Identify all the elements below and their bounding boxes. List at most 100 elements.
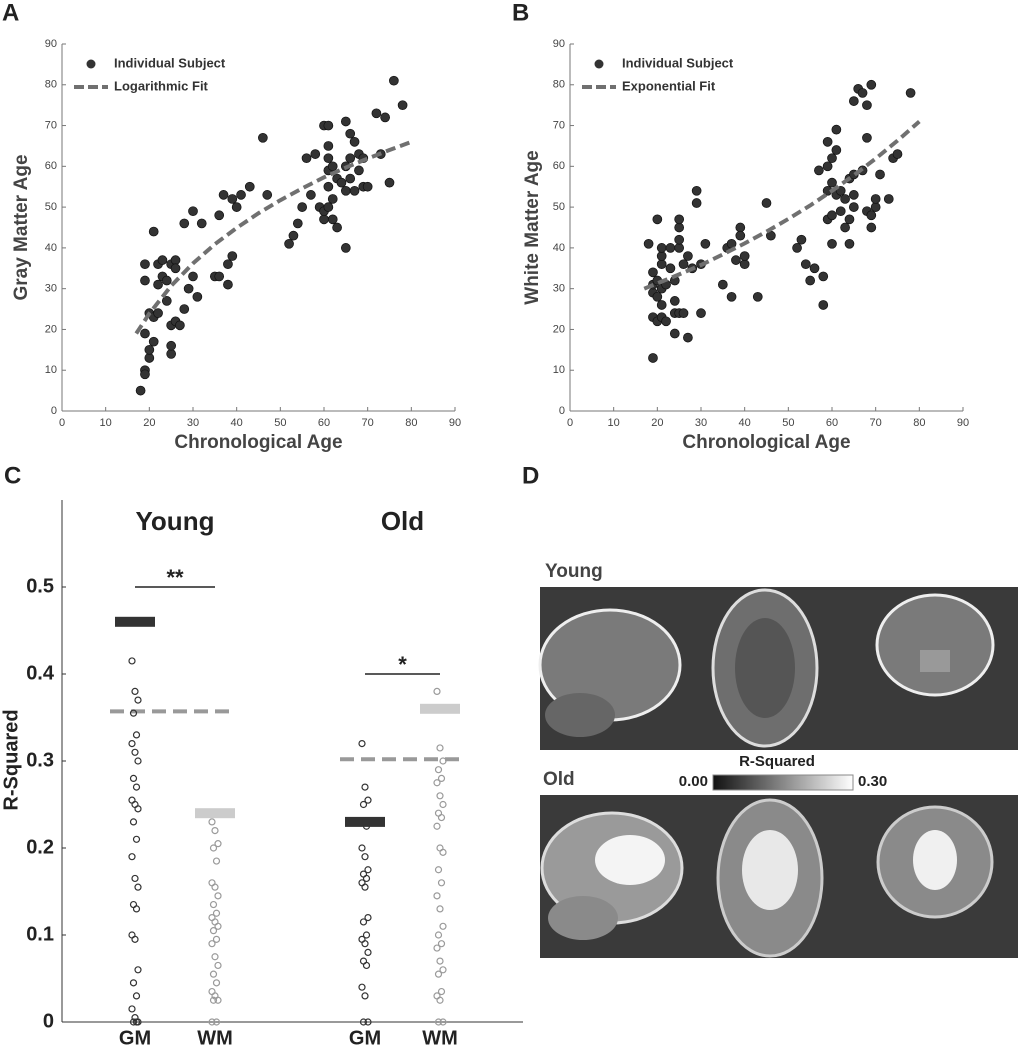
point xyxy=(349,137,360,147)
point xyxy=(129,979,138,987)
point xyxy=(822,137,833,147)
point xyxy=(244,181,255,192)
point xyxy=(134,696,142,704)
point xyxy=(144,353,155,363)
y-tick-label: 0 xyxy=(51,405,57,417)
point xyxy=(436,957,444,965)
point xyxy=(132,1018,141,1026)
point xyxy=(358,983,366,991)
point xyxy=(434,766,443,774)
point xyxy=(358,844,366,852)
legend-marker xyxy=(594,59,604,69)
point xyxy=(306,190,316,200)
point xyxy=(434,866,443,874)
mean-bar xyxy=(195,808,235,819)
point xyxy=(196,218,207,229)
point xyxy=(822,161,833,172)
point xyxy=(857,88,868,98)
point xyxy=(433,892,441,900)
point xyxy=(345,128,356,139)
significance-label: * xyxy=(398,652,407,677)
y-tick-label: 60 xyxy=(45,160,57,172)
point xyxy=(384,177,395,188)
point xyxy=(211,826,219,835)
point xyxy=(439,1018,447,1026)
point xyxy=(153,308,163,318)
point xyxy=(752,291,763,302)
point xyxy=(214,271,225,282)
point xyxy=(818,300,829,310)
point xyxy=(696,308,706,318)
point xyxy=(327,194,338,204)
point xyxy=(188,206,198,217)
x-tick-label: 0 xyxy=(59,417,65,429)
colorbar-title: R-Squared xyxy=(739,753,815,770)
point xyxy=(209,927,218,935)
point xyxy=(345,153,356,164)
point xyxy=(140,259,150,270)
point xyxy=(361,783,369,791)
point xyxy=(132,835,141,843)
point xyxy=(134,883,142,891)
point xyxy=(310,149,321,159)
point xyxy=(161,296,172,306)
point xyxy=(433,779,441,787)
point xyxy=(214,922,222,930)
point xyxy=(131,687,139,696)
point xyxy=(848,190,859,200)
point xyxy=(214,840,222,848)
point xyxy=(827,177,837,188)
y-tick-label: 40 xyxy=(45,242,57,254)
point xyxy=(336,177,347,188)
point xyxy=(827,210,837,221)
x-tick-label: 70 xyxy=(362,417,374,429)
point xyxy=(340,116,351,127)
point xyxy=(397,100,408,111)
point xyxy=(211,883,219,891)
point xyxy=(183,283,194,294)
point xyxy=(862,100,872,111)
point xyxy=(735,222,746,233)
point xyxy=(358,739,366,748)
point xyxy=(349,185,360,196)
point xyxy=(866,79,877,90)
point xyxy=(134,805,142,813)
y-tick-label: 30 xyxy=(45,283,57,295)
point xyxy=(434,931,443,939)
point xyxy=(362,874,371,883)
point xyxy=(170,255,181,265)
point xyxy=(361,940,369,948)
legend-label: Individual Subject xyxy=(622,55,734,70)
point xyxy=(439,922,447,930)
point xyxy=(128,657,136,665)
y-axis-label: Gray Matter Age xyxy=(11,154,32,300)
point xyxy=(844,238,855,249)
group-label: Old xyxy=(381,506,424,536)
point xyxy=(323,181,334,192)
y-tick-label: 10 xyxy=(553,364,565,376)
point xyxy=(140,275,150,286)
point xyxy=(301,153,312,164)
x-tick-label: 30 xyxy=(695,417,707,429)
point xyxy=(717,279,728,290)
group-label: Young xyxy=(136,506,215,536)
point xyxy=(870,194,881,204)
x-tick-label: WM xyxy=(422,1027,458,1049)
point xyxy=(437,813,446,822)
point xyxy=(319,214,329,225)
point xyxy=(796,234,807,245)
brain-slice xyxy=(545,693,615,737)
point xyxy=(739,259,750,270)
fit-line xyxy=(134,139,413,335)
x-tick-label: 80 xyxy=(913,417,925,429)
point xyxy=(674,214,685,225)
point xyxy=(340,243,351,253)
point xyxy=(848,96,859,106)
point xyxy=(835,206,846,217)
point xyxy=(170,263,181,274)
point xyxy=(179,218,190,229)
mean-bar xyxy=(420,703,460,714)
point xyxy=(800,259,811,270)
x-tick-label: 30 xyxy=(187,417,199,429)
y-tick-label: 20 xyxy=(553,323,565,335)
